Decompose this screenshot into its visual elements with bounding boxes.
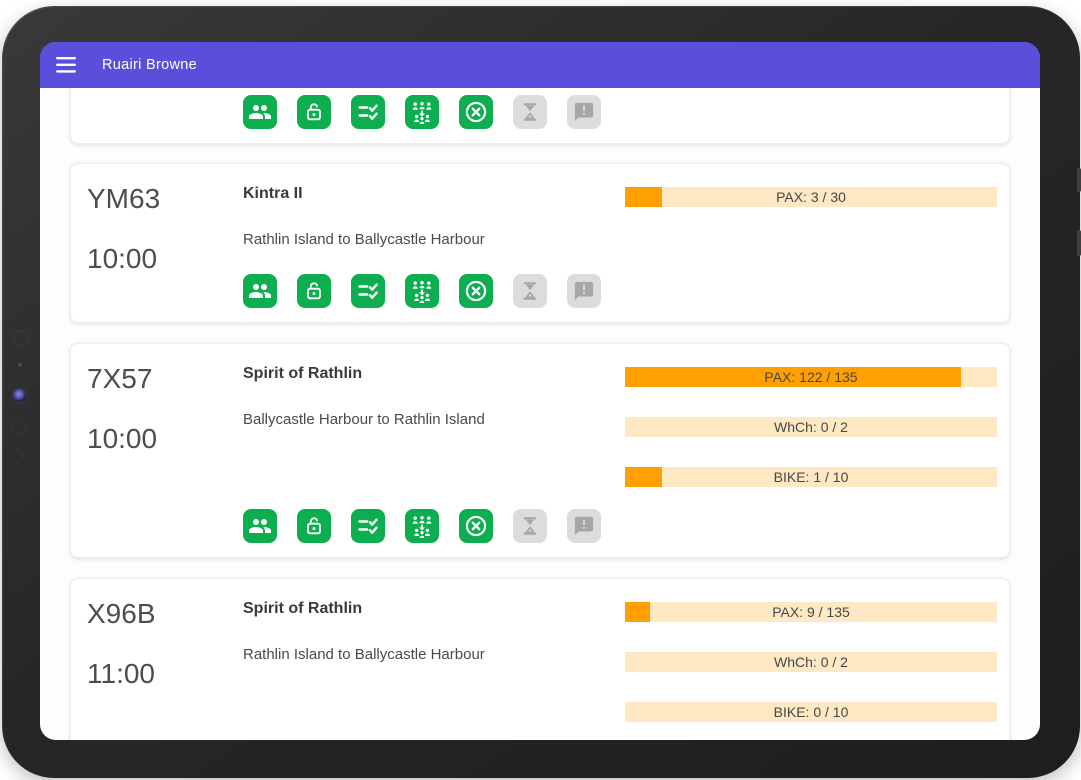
lock-open-button[interactable] (297, 95, 331, 129)
sailing-card-partial (70, 88, 1010, 144)
alert-message-icon (574, 516, 594, 536)
hamburger-menu-button[interactable] (52, 51, 80, 79)
pax-capacity-fill (625, 602, 650, 622)
capacity-bars: PAX: 122 / 135 WhCh: 0 / 2 BIKE: 1 / 10 (625, 364, 997, 543)
passengers-button[interactable] (243, 274, 277, 308)
boarding-passengers-icon (412, 102, 432, 124)
bike-capacity-fill (625, 467, 663, 487)
capacity-bars: PAX: 9 / 135 WhCh: 0 / 2 BIKE: 0 / 10 (625, 599, 997, 740)
hourglass-button[interactable] (513, 274, 547, 308)
bike-capacity-bar: BIKE: 0 / 10 (625, 702, 997, 722)
page-title: Ruairi Browne (102, 57, 197, 73)
alert-message-button[interactable] (567, 95, 601, 129)
pax-capacity-fill (625, 187, 663, 207)
pax-capacity-bar: PAX: 9 / 135 (625, 602, 997, 622)
cancel-button[interactable] (459, 95, 493, 129)
lock-open-icon (307, 517, 321, 535)
checklist-icon (358, 104, 378, 120)
bezel-sensor-ring (13, 330, 29, 346)
vessel-name: Spirit of Rathlin (243, 365, 363, 382)
cancel-button[interactable] (459, 274, 493, 308)
checklist-icon (358, 283, 378, 299)
sailing-card: YM63 10:00 Kintra II Rathlin Island to B… (70, 163, 1010, 323)
sailing-route: Rathlin Island to Ballycastle Harbour (243, 231, 485, 248)
lock-open-button[interactable] (297, 274, 331, 308)
cancel-icon (465, 515, 487, 537)
sailing-card: X96B 11:00 Spirit of Rathlin Rathlin Isl… (70, 578, 1010, 740)
passengers-button[interactable] (243, 509, 277, 543)
bezel-sensor-ring (11, 449, 24, 462)
hourglass-button[interactable] (513, 509, 547, 543)
hourglass-icon (523, 103, 537, 121)
alert-message-button[interactable] (567, 274, 601, 308)
boarding-passengers-button[interactable] (405, 95, 439, 129)
app-bar: Ruairi Browne (40, 42, 1040, 88)
action-icon-row (243, 509, 625, 543)
bike-capacity-label: BIKE: 0 / 10 (773, 704, 849, 720)
pax-capacity-label: PAX: 9 / 135 (772, 604, 850, 620)
sailing-route: Ballycastle Harbour to Rathlin Island (243, 411, 485, 428)
passengers-icon (249, 105, 271, 119)
microphone-dot (18, 363, 22, 367)
sailing-card: 7X57 10:00 Spirit of Rathlin Ballycastle… (70, 343, 1010, 558)
tablet-frame: Ruairi Browne (2, 6, 1081, 778)
cancel-button[interactable] (459, 509, 493, 543)
boarding-passengers-icon (412, 516, 432, 538)
checklist-button[interactable] (351, 95, 385, 129)
pax-capacity-label: PAX: 3 / 30 (776, 189, 846, 205)
alert-message-button[interactable] (567, 509, 601, 543)
passengers-button[interactable] (243, 95, 277, 129)
sailing-route: Rathlin Island to Ballycastle Harbour (243, 646, 485, 663)
lock-open-icon (307, 282, 321, 300)
lock-open-button[interactable] (297, 509, 331, 543)
front-camera (13, 389, 26, 402)
alert-message-icon (574, 102, 594, 122)
passengers-icon (249, 519, 271, 533)
cancel-icon (465, 280, 487, 302)
wheelchair-capacity-bar: WhCh: 0 / 2 (625, 652, 997, 672)
pax-capacity-label: PAX: 122 / 135 (764, 369, 858, 385)
capacity-bars: PAX: 3 / 30 (625, 184, 997, 308)
wheelchair-capacity-label: WhCh: 0 / 2 (774, 419, 848, 435)
action-icon-row (243, 95, 601, 129)
tablet-screen: Ruairi Browne (40, 42, 1040, 740)
sailing-time: 10:00 (87, 242, 158, 274)
sailings-list: YM63 10:00 Kintra II Rathlin Island to B… (40, 88, 1040, 740)
passengers-icon (249, 284, 271, 298)
boarding-passengers-button[interactable] (405, 274, 439, 308)
boarding-passengers-button[interactable] (405, 509, 439, 543)
sailing-code: X96B (87, 598, 156, 629)
hamburger-icon (56, 57, 76, 73)
vessel-name: Kintra II (243, 185, 303, 202)
cancel-icon (465, 101, 487, 123)
volume-button (1077, 168, 1081, 192)
sailing-code: YM63 (87, 183, 161, 214)
hourglass-icon (523, 517, 537, 535)
volume-button (1077, 230, 1081, 256)
hourglass-button[interactable] (513, 95, 547, 129)
checklist-icon (358, 518, 378, 534)
pax-capacity-bar: PAX: 122 / 135 (625, 367, 997, 387)
wheelchair-capacity-label: WhCh: 0 / 2 (774, 654, 848, 670)
sailing-code: 7X57 (87, 363, 153, 394)
hourglass-icon (523, 282, 537, 300)
lock-open-icon (307, 103, 321, 121)
sailing-time: 11:00 (87, 657, 155, 689)
wheelchair-capacity-bar: WhCh: 0 / 2 (625, 417, 997, 437)
bezel-sensor-ring (12, 420, 27, 435)
sailing-time: 10:00 (87, 422, 158, 454)
alert-message-icon (574, 281, 594, 301)
vessel-name: Spirit of Rathlin (243, 600, 363, 617)
pax-capacity-fill (625, 367, 962, 387)
pax-capacity-bar: PAX: 3 / 30 (625, 187, 997, 207)
checklist-button[interactable] (351, 509, 385, 543)
checklist-button[interactable] (351, 274, 385, 308)
bike-capacity-label: BIKE: 1 / 10 (773, 469, 849, 485)
bike-capacity-bar: BIKE: 1 / 10 (625, 467, 997, 487)
boarding-passengers-icon (412, 281, 432, 303)
action-icon-row (243, 274, 625, 308)
